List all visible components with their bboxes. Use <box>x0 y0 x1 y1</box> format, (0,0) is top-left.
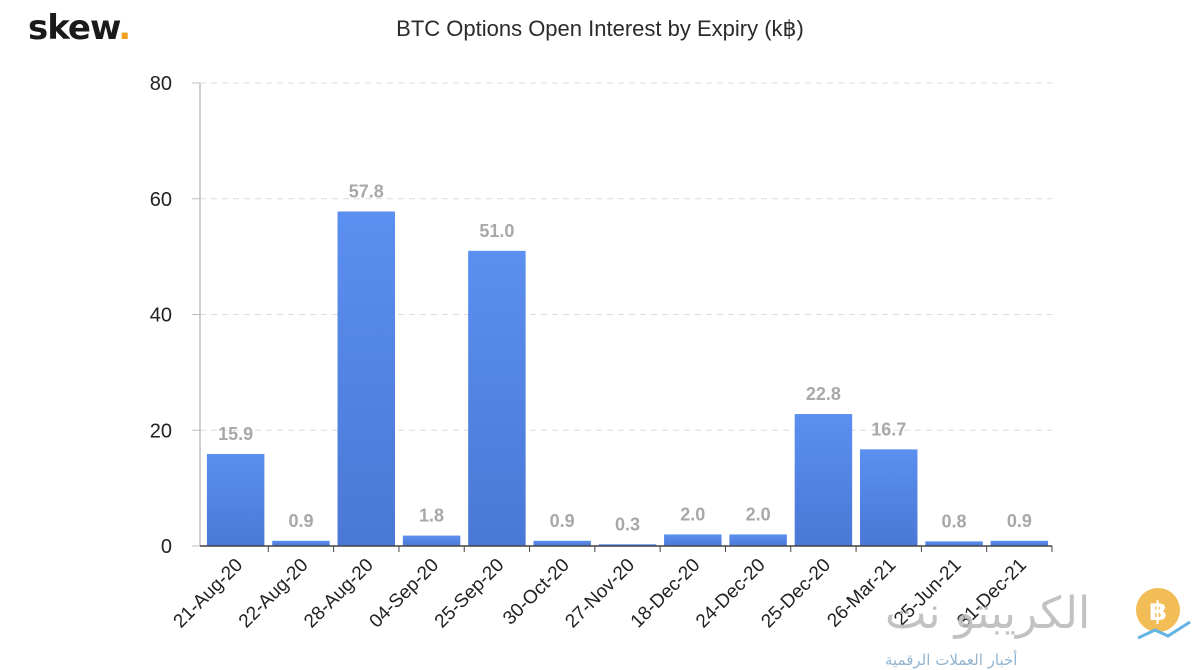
x-tick-label: 27-Nov-20 <box>561 555 639 633</box>
coin-symbol: ฿ <box>1149 596 1167 626</box>
bar <box>402 535 461 546</box>
x-tick-label: 04-Sep-20 <box>366 555 444 633</box>
skew-logo: skew. <box>28 8 131 48</box>
x-tick-label: 25-Dec-20 <box>757 555 835 633</box>
bar <box>925 541 983 546</box>
bar <box>990 540 1049 546</box>
bar <box>859 449 918 546</box>
bar <box>272 540 330 546</box>
bar <box>729 534 787 546</box>
logo-dot: . <box>118 8 131 48</box>
bar <box>794 414 853 546</box>
data-label: 0.3 <box>615 514 640 534</box>
chart-title: BTC Options Open Interest by Expiry (k฿) <box>396 16 804 41</box>
bar <box>664 534 722 546</box>
data-label: 51.0 <box>479 221 514 241</box>
data-label: 2.0 <box>746 504 771 524</box>
y-tick-label: 40 <box>150 305 172 327</box>
bar <box>337 211 396 547</box>
x-tick-label: 18-Dec-20 <box>627 555 705 633</box>
data-label: 0.9 <box>550 511 575 531</box>
data-label: 2.0 <box>680 504 705 524</box>
x-tick-label: 25-Sep-20 <box>431 555 509 633</box>
watermark-text: الكريبتو نت <box>885 588 1090 639</box>
y-tick-label: 80 <box>150 73 172 95</box>
bar <box>206 453 265 546</box>
data-label: 1.8 <box>419 506 444 526</box>
y-tick-label: 0 <box>161 536 172 558</box>
x-tick-label: 28-Aug-20 <box>300 555 378 633</box>
x-tick-label: 24-Dec-20 <box>692 555 770 633</box>
y-tick-label: 60 <box>150 189 172 211</box>
watermark-subtitle: أخبار العملات الرقمية <box>885 650 1017 669</box>
watermark: الكريبتو نت ฿ أخبار العملات الرقمية <box>885 588 1191 669</box>
data-label: 0.9 <box>288 511 313 531</box>
trend-arrow-icon <box>1137 620 1191 640</box>
logo-text: skew <box>28 8 119 48</box>
data-label: 16.7 <box>871 419 906 439</box>
y-tick-label: 20 <box>150 420 172 442</box>
bar <box>533 540 591 546</box>
data-label: 0.8 <box>942 511 967 531</box>
x-tick-label: 21-Aug-20 <box>170 555 248 633</box>
data-label: 15.9 <box>218 424 253 444</box>
data-label: 22.8 <box>806 384 841 404</box>
bar <box>598 544 657 546</box>
data-label: 0.9 <box>1007 511 1032 531</box>
x-tick-label: 22-Aug-20 <box>235 555 313 633</box>
bitcoin-coin-icon <box>1136 588 1180 632</box>
data-label: 57.8 <box>349 181 384 201</box>
bar <box>468 250 526 546</box>
